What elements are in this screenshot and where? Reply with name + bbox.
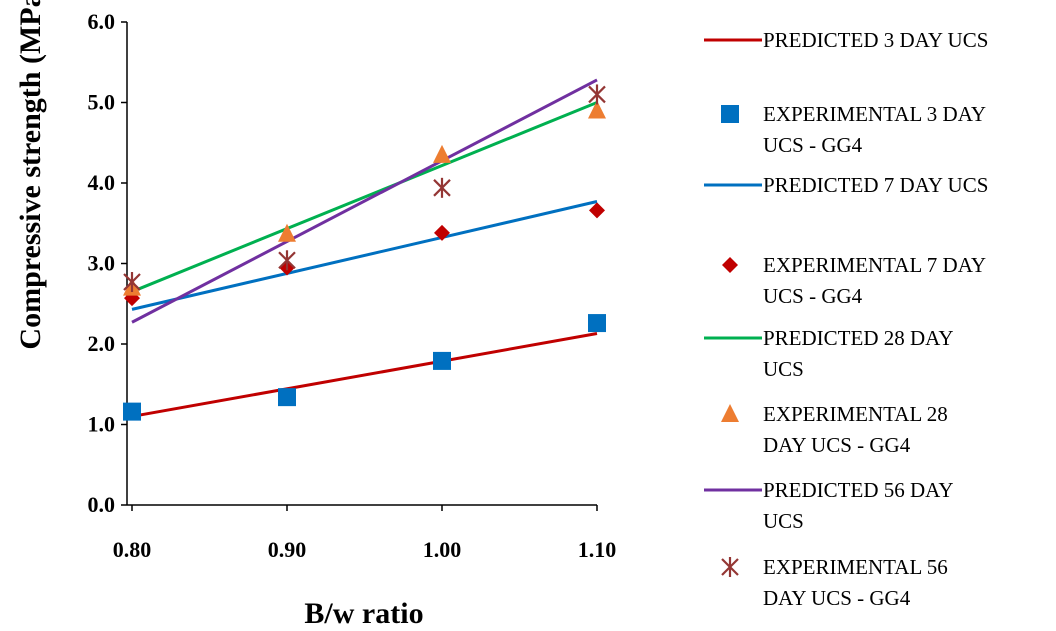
legend-label: EXPERIMENTAL 7 DAY bbox=[763, 253, 986, 277]
data-point-s5-2 bbox=[433, 144, 451, 163]
legend-marker-swatch bbox=[721, 404, 739, 422]
series-line-4 bbox=[131, 101, 598, 294]
legend-item: EXPERIMENTAL 7 DAY UCS - GG4 bbox=[722, 253, 986, 308]
data-point-s1-3 bbox=[588, 314, 606, 333]
x-tick-label: 1.10 bbox=[578, 537, 617, 562]
legend-label: DAY UCS - GG4 bbox=[763, 433, 911, 457]
y-tick-label: 1.0 bbox=[88, 412, 116, 437]
legend-marker-swatch bbox=[722, 257, 738, 273]
legend-item: PREDICTED 56 DAY UCS bbox=[704, 478, 954, 533]
legend-label: PREDICTED 28 DAY bbox=[763, 326, 954, 350]
data-point-s5-1 bbox=[278, 223, 296, 242]
data-point-s1-1 bbox=[278, 388, 296, 407]
y-axis-title: Compressive strength (MPa) bbox=[14, 0, 47, 350]
x-tick-label: 0.80 bbox=[113, 537, 152, 562]
x-tick-label: 0.90 bbox=[268, 537, 307, 562]
legend-label: PREDICTED 56 DAY bbox=[763, 478, 954, 502]
data-point-s7-2 bbox=[433, 177, 451, 198]
legend-label: UCS bbox=[763, 357, 804, 381]
legend-label: EXPERIMENTAL 3 DAY bbox=[763, 102, 986, 126]
y-tick-label: 2.0 bbox=[88, 331, 116, 356]
axes: 0.0 1.0 2.0 3.0 4.0 5.0 6.0 0.80 0.90 1.00 1.10 bbox=[88, 9, 617, 562]
data-point-s7-0 bbox=[123, 272, 141, 293]
data-point-s7-1 bbox=[278, 250, 296, 271]
y-tick-label: 6.0 bbox=[88, 9, 116, 34]
legend-item: EXPERIMENTAL 3 DAY UCS - GG4 bbox=[721, 102, 986, 157]
data-point-s7-3 bbox=[588, 84, 606, 105]
data-point-s3-2 bbox=[434, 224, 450, 241]
data-point-s1-2 bbox=[433, 351, 451, 370]
series-line-2 bbox=[131, 200, 598, 311]
legend-label: EXPERIMENTAL 56 bbox=[763, 555, 948, 579]
data-point-s3-3 bbox=[589, 202, 605, 219]
legend-item: EXPERIMENTAL 28 DAY UCS - GG4 bbox=[721, 402, 948, 457]
legend: PREDICTED 3 DAY UCS EXPERIMENTAL 3 DAY UCS… bbox=[704, 28, 988, 610]
series-line-6 bbox=[131, 78, 598, 324]
legend-label: UCS - GG4 bbox=[763, 284, 863, 308]
legend-label: UCS bbox=[763, 509, 804, 533]
chart-marks bbox=[123, 78, 606, 421]
x-tick-label: 1.00 bbox=[423, 537, 462, 562]
y-tick-label: 3.0 bbox=[88, 251, 116, 276]
legend-marker-swatch bbox=[721, 105, 739, 123]
legend-item: PREDICTED 7 DAY UCS bbox=[704, 173, 988, 197]
y-tick-label: 0.0 bbox=[88, 492, 116, 517]
legend-label: DAY UCS - GG4 bbox=[763, 586, 911, 610]
legend-marker-swatch bbox=[721, 557, 739, 577]
legend-label: EXPERIMENTAL 28 bbox=[763, 402, 948, 426]
data-point-s5-3 bbox=[588, 100, 606, 119]
legend-item: PREDICTED 3 DAY UCS bbox=[704, 28, 988, 52]
legend-item: PREDICTED 28 DAY UCS bbox=[704, 326, 954, 381]
legend-item: EXPERIMENTAL 56 DAY UCS - GG4 bbox=[721, 555, 948, 610]
data-point-s1-0 bbox=[123, 402, 141, 421]
legend-label: PREDICTED 3 DAY UCS bbox=[763, 28, 988, 52]
series-line-0 bbox=[131, 332, 598, 418]
legend-label: PREDICTED 7 DAY UCS bbox=[763, 173, 988, 197]
y-tick-label: 5.0 bbox=[88, 90, 116, 115]
y-tick-label: 4.0 bbox=[88, 170, 116, 195]
legend-label: UCS - GG4 bbox=[763, 133, 863, 157]
x-axis-title: B/w ratio bbox=[304, 597, 423, 630]
